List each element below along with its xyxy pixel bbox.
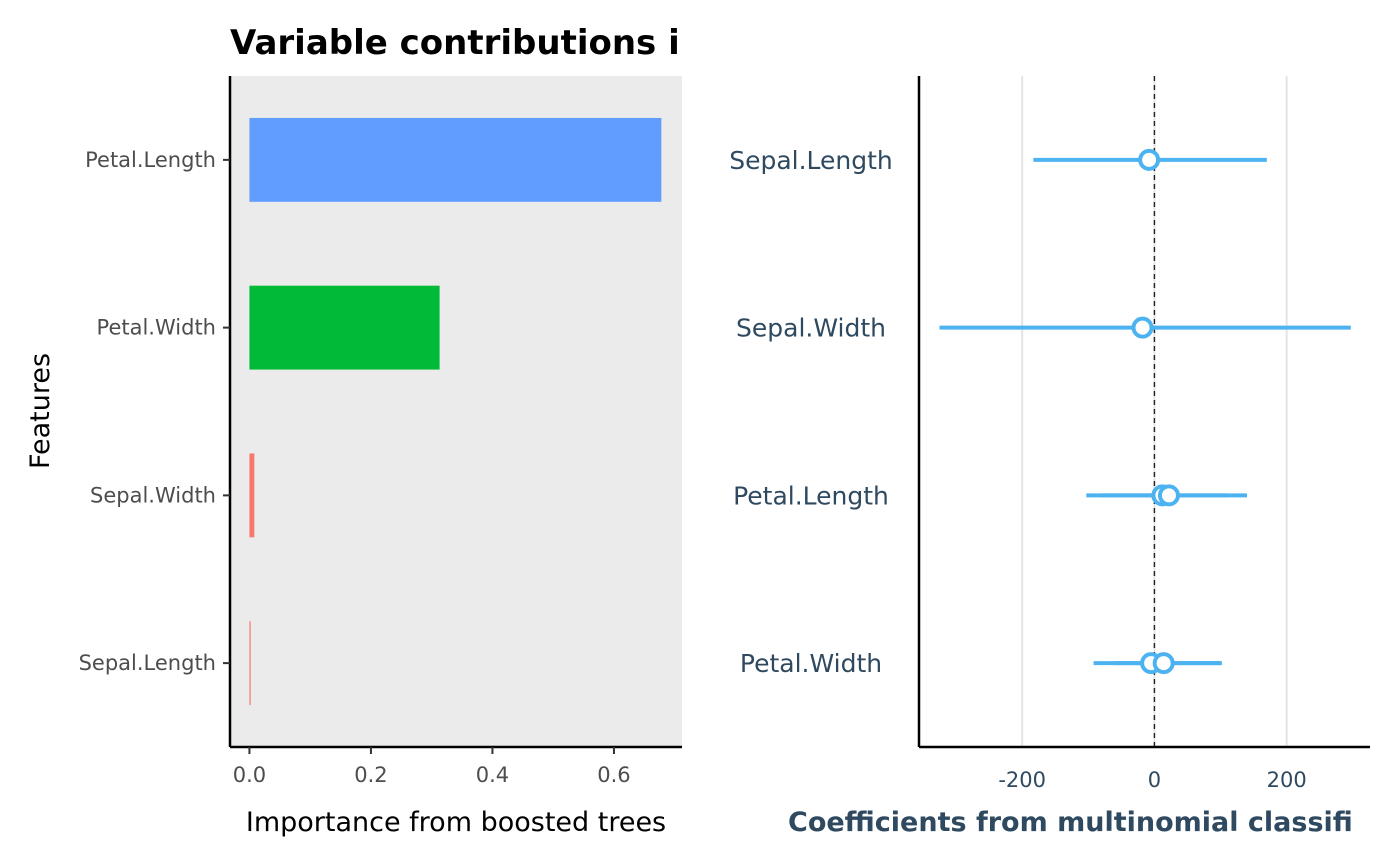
y-tick-label-petal-width: Petal.Width <box>97 316 216 340</box>
y-tick-label-sepal-length: Sepal.Length <box>729 146 893 175</box>
right-x-axis-title: Coefficients from multinomial classifi <box>788 807 1353 838</box>
y-tick-label-sepal-length: Sepal.Length <box>79 651 216 675</box>
y-tick-label-sepal-width: Sepal.Width <box>736 314 886 343</box>
left-x-axis-title: Importance from boosted trees <box>246 807 666 838</box>
bar-sepal-length <box>249 621 251 706</box>
chart-title: Variable contributions i <box>230 23 680 63</box>
y-tick-label-sepal-width: Sepal.Width <box>90 483 216 507</box>
x-tick-label: 200 <box>1267 768 1307 792</box>
left-panel: Sepal.Length Sepal.Width Petal.Width Petal.… <box>25 76 682 838</box>
estimate-point-petal-width <box>1152 652 1175 675</box>
x-tick-label: 0.2 <box>354 763 387 787</box>
y-tick-label-petal-length: Petal.Length <box>85 148 216 172</box>
right-panel: Petal.Width Petal.Length Sepal.Width Sepal.… <box>729 76 1370 838</box>
y-tick-label-petal-width: Petal.Width <box>740 649 882 678</box>
bar-petal-length <box>249 117 662 202</box>
x-tick-label: -200 <box>998 768 1046 792</box>
x-tick-label: 0 <box>1148 768 1161 792</box>
y-tick-label-petal-length: Petal.Length <box>733 481 889 510</box>
bar-sepal-width <box>249 453 255 538</box>
bar-petal-width <box>249 285 440 370</box>
x-tick-label: 0.0 <box>233 763 266 787</box>
x-tick-label: 0.4 <box>476 763 509 787</box>
estimate-point-sepal-length <box>1138 148 1161 171</box>
left-y-axis-title: Features <box>25 353 56 469</box>
estimate-point-sepal-width <box>1131 316 1154 339</box>
x-tick-label: 0.6 <box>597 763 630 787</box>
estimate-point-petal-length <box>1157 484 1180 507</box>
